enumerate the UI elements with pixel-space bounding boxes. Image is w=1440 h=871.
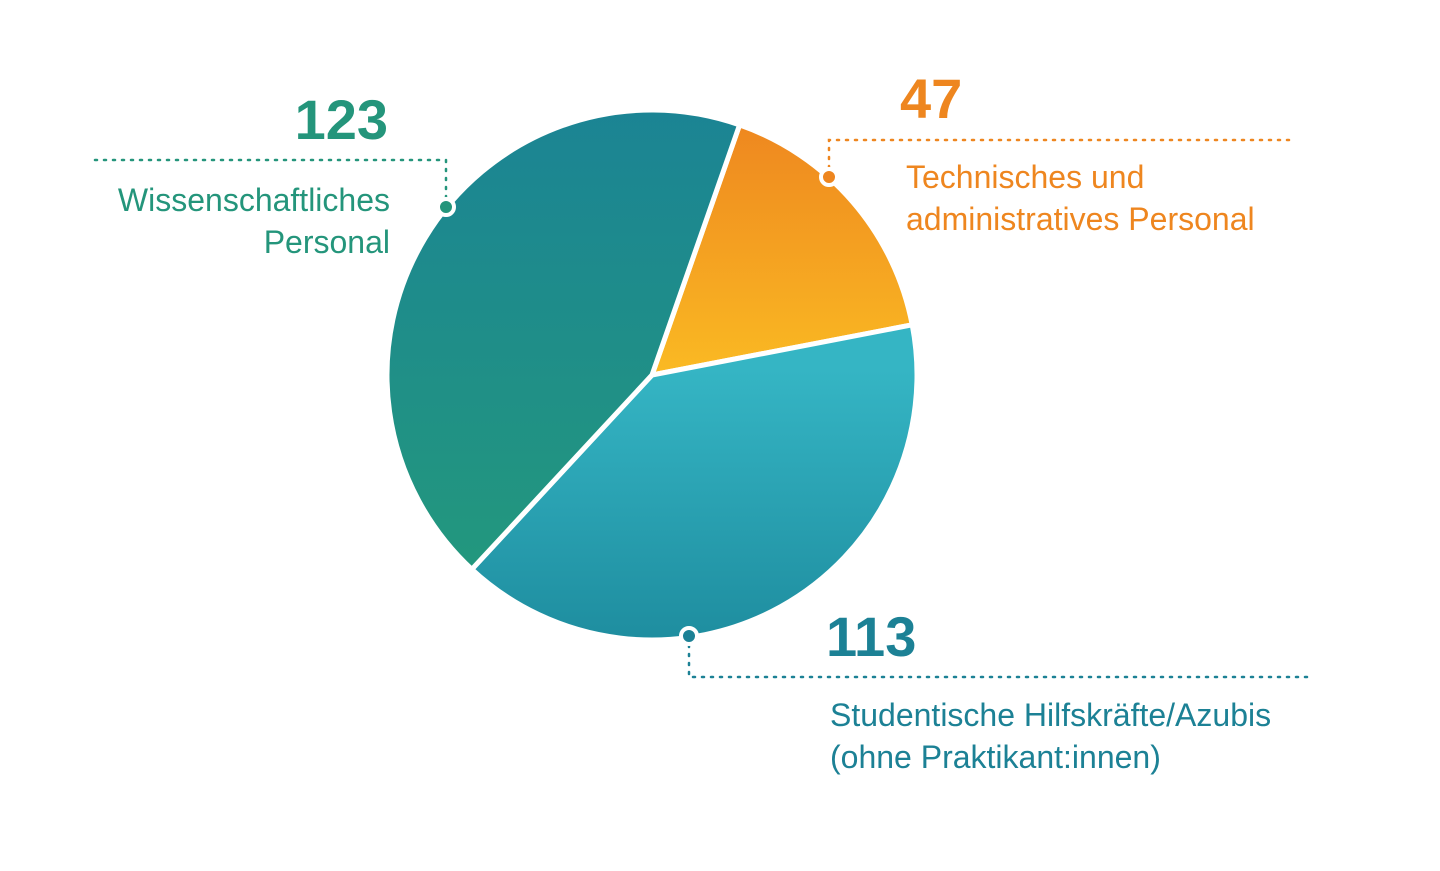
- leader-dot-wissenschaftliches-personal: [436, 197, 456, 217]
- leader-line-technisches-personal: [827, 138, 1292, 179]
- pie-labels: 123 Wissenschaftliches Personal 47 Technisch…: [118, 67, 1271, 775]
- slice-technisches-personal: [649, 122, 915, 378]
- leader-dot-technisches-personal: [819, 167, 839, 187]
- category-label-technisches-personal: administratives Personal: [906, 201, 1255, 237]
- value-label-studentische-hilfskraefte: 113: [826, 605, 916, 668]
- leader-lines: [86, 138, 1314, 679]
- slice-studentische-hilfskraefte: [469, 322, 920, 643]
- pie-slices: [384, 107, 920, 643]
- category-label-technisches-personal: Technisches und: [906, 159, 1144, 195]
- category-label-wissenschaftliches-personal: Wissenschaftliches: [118, 182, 390, 218]
- leader-line-studentische-hilfskraefte: [687, 634, 1314, 679]
- leader-line-wissenschaftliches-personal: [86, 158, 448, 209]
- category-label-wissenschaftliches-personal: Personal: [264, 224, 390, 260]
- value-label-technisches-personal: 47: [900, 67, 962, 130]
- slice-wissenschaftliches-personal: [384, 107, 743, 572]
- value-label-wissenschaftliches-personal: 123: [295, 88, 388, 151]
- leader-dot-studentische-hilfskraefte: [679, 626, 699, 646]
- category-label-studentische-hilfskraefte: (ohne Praktikant:innen): [830, 739, 1161, 775]
- category-label-studentische-hilfskraefte: Studentische Hilfskräfte/Azubis: [830, 697, 1271, 733]
